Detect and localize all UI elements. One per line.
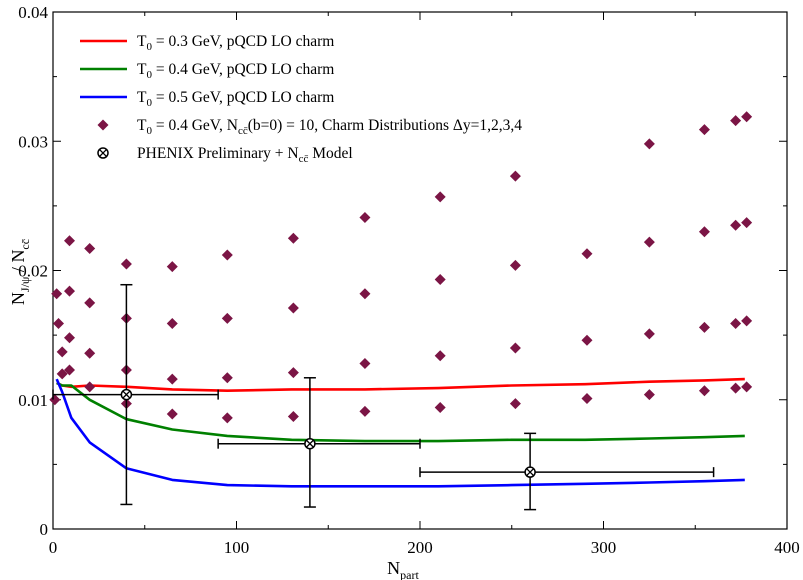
diamond-marker: [49, 394, 61, 406]
diamond-marker: [730, 115, 742, 127]
diamond-marker: [84, 381, 96, 393]
legend-label-1: T0 = 0.3 GeV, pQCD LO charm: [137, 33, 334, 53]
diamond-marker: [221, 412, 233, 424]
diamond-marker: [643, 236, 655, 248]
diamond-marker: [643, 389, 655, 401]
diamond-marker: [51, 288, 63, 300]
series-line-1: [56, 377, 745, 393]
diamond-marker: [581, 334, 593, 346]
diamond-marker: [359, 358, 371, 370]
diamond-marker: [287, 232, 299, 244]
diamond-marker: [84, 297, 96, 309]
y-tick-label: 0.02: [18, 262, 48, 281]
diamond-marker: [741, 315, 753, 327]
diamond-marker: [64, 235, 76, 247]
diamond-marker: [120, 258, 132, 270]
diamond-marker: [698, 321, 710, 333]
diamond-marker: [84, 347, 96, 359]
diamond-marker: [359, 212, 371, 224]
phenix-data-points: [52, 283, 715, 511]
y-tick-label: 0: [40, 520, 49, 539]
x-tick-label: 300: [591, 538, 617, 557]
diamond-marker: [166, 317, 178, 329]
diamond-marker: [359, 405, 371, 417]
svg-text:NJ/ψ / Ncc̄: NJ/ψ / Ncc̄: [8, 239, 32, 305]
diamond-marker: [741, 111, 753, 123]
diamond-marker: [221, 372, 233, 384]
diamond-marker: [434, 402, 446, 414]
diamond-marker: [643, 328, 655, 340]
diamond-marker: [287, 411, 299, 423]
y-axis-title: NJ/ψ / Ncc̄: [8, 239, 32, 305]
diamond-marker: [84, 243, 96, 255]
diamond-marker: [698, 385, 710, 397]
x-tick-label: 400: [774, 538, 800, 557]
diamond-marker: [509, 342, 521, 354]
diamond-marker: [509, 170, 521, 182]
diamond-marker: [741, 381, 753, 393]
diamond-marker: [434, 274, 446, 286]
diamond-marker: [56, 346, 68, 358]
diamond-marker: [581, 248, 593, 260]
series-line-2: [56, 381, 745, 443]
phenix-point: [524, 466, 536, 478]
diamond-marker: [166, 408, 178, 420]
series-line-3: [55, 378, 745, 488]
diamond-marker: [643, 138, 655, 150]
diamond-marker: [64, 285, 76, 297]
x-tick-label: 0: [49, 538, 58, 557]
y-tick-label: 0.04: [18, 3, 48, 22]
model-curves: [55, 377, 745, 488]
diamond-marker: [509, 398, 521, 410]
diamond-marker: [166, 373, 178, 385]
legend-swatch-phenix: [97, 147, 109, 159]
diamond-marker: [698, 226, 710, 238]
y-tick-label: 0.03: [18, 132, 48, 151]
diamond-marker: [359, 288, 371, 300]
diamond-marker: [509, 259, 521, 271]
legend-label-4: T0 = 0.4 GeV, Ncc̄(b=0) = 10, Charm Dist…: [137, 117, 522, 137]
diamond-marker: [698, 124, 710, 136]
diamond-marker: [221, 312, 233, 324]
phenix-point: [120, 388, 133, 401]
diamond-marker: [581, 392, 593, 404]
diamond-marker: [287, 367, 299, 379]
diamond-marker: [434, 350, 446, 362]
charm-distribution-markers: [49, 111, 753, 424]
legend-label-2: T0 = 0.4 GeV, pQCD LO charm: [137, 61, 334, 81]
legend-label-5: PHENIX Preliminary + Ncc̄ Model: [137, 145, 353, 165]
x-axis-title: Npart: [387, 558, 419, 580]
diamond-marker: [741, 217, 753, 229]
diamond-marker: [730, 317, 742, 329]
x-tick-label: 200: [407, 538, 433, 557]
y-tick-label: 0.01: [18, 391, 48, 410]
diamond-marker: [287, 302, 299, 314]
diamond-marker: [166, 261, 178, 273]
legend-label-3: T0 = 0.5 GeV, pQCD LO charm: [137, 89, 334, 109]
diamond-marker: [221, 249, 233, 261]
phenix-point: [304, 437, 316, 450]
legend-swatch-diamond: [97, 119, 109, 131]
diamond-marker: [64, 332, 76, 344]
diamond-marker: [53, 317, 65, 329]
diamond-marker: [64, 364, 76, 376]
diamond-marker: [434, 191, 446, 203]
legend: T0 = 0.3 GeV, pQCD LO charm T0 = 0.4 GeV,…: [80, 33, 522, 165]
x-tick-label: 100: [224, 538, 250, 557]
diamond-marker: [56, 368, 68, 380]
diamond-marker: [730, 219, 742, 231]
diamond-marker: [730, 382, 742, 394]
axis-ticks: 0 100 200 300 400 0 0.01 0.02 0.03 0.04: [18, 3, 800, 557]
